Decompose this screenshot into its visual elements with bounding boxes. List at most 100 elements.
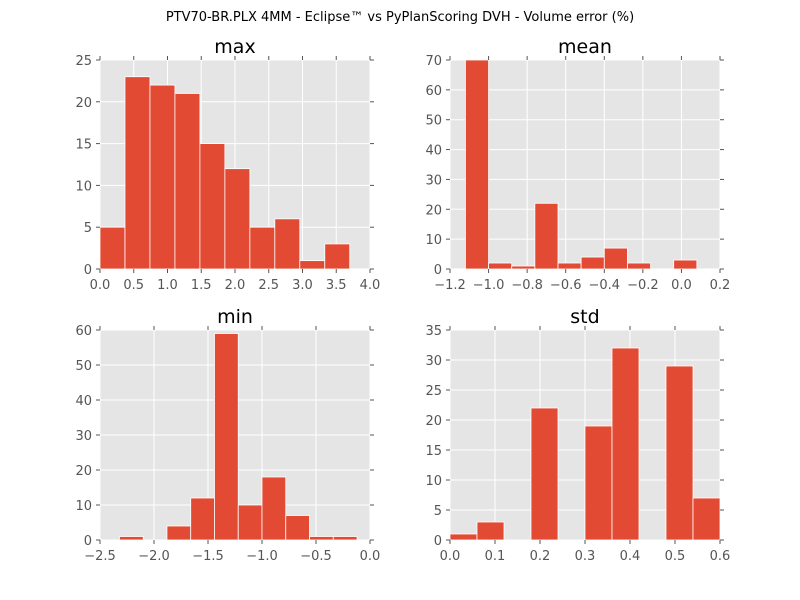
x-tick-label: 4.0 <box>360 278 381 293</box>
histogram-bar <box>237 504 263 541</box>
histogram-bar <box>309 536 334 541</box>
x-tick-label: −1.0 <box>246 549 278 564</box>
y-tick-label: 10 <box>425 474 442 489</box>
y-tick-label: 35 <box>425 324 442 339</box>
y-tick-label: 70 <box>425 54 442 69</box>
panel-title: std <box>570 306 599 328</box>
y-tick-label: 0 <box>434 263 442 278</box>
histogram-bar <box>627 262 651 270</box>
y-tick-label: 10 <box>75 499 92 514</box>
x-tick-label: 0.0 <box>671 278 692 293</box>
x-tick-label: 0.0 <box>440 549 461 564</box>
histogram-bar <box>285 515 310 541</box>
panel-title: mean <box>558 36 612 58</box>
histogram-bar <box>274 218 301 270</box>
x-tick-label: 0.4 <box>620 549 641 564</box>
histogram-bar <box>261 476 287 541</box>
histogram-bar <box>449 533 478 541</box>
y-tick-label: 25 <box>425 384 442 399</box>
y-tick-label: 50 <box>75 359 92 374</box>
histogram-bar <box>166 525 192 541</box>
histogram-bar <box>174 93 201 270</box>
y-tick-label: 30 <box>425 354 442 369</box>
histogram-bar <box>580 256 605 270</box>
x-tick-label: 0.0 <box>90 278 111 293</box>
y-tick-label: 30 <box>425 173 442 188</box>
histogram-bar <box>530 407 559 541</box>
x-tick-label: 0.5 <box>665 549 686 564</box>
y-tick-label: 5 <box>84 221 92 236</box>
y-tick-label: 20 <box>75 464 92 479</box>
x-tick-label: −2.5 <box>84 549 116 564</box>
histogram-bar <box>673 259 698 270</box>
histogram-bar <box>332 536 358 541</box>
y-tick-label: 20 <box>425 414 442 429</box>
x-tick-label: 0.6 <box>710 549 731 564</box>
y-tick-label: 0 <box>84 263 92 278</box>
plot-area <box>450 60 720 269</box>
panel-mean: −1.2 −1.0 −0.8 −0.6 −0.4 −0.2 0.0 0.2 0 10 20 30 40 5… <box>425 36 730 293</box>
y-tick-label: 10 <box>75 179 92 194</box>
x-tick-label: 2.5 <box>258 278 279 293</box>
y-tick-label: 20 <box>75 96 92 111</box>
x-tick-label: 1.5 <box>191 278 212 293</box>
x-tick-label: −0.8 <box>511 278 543 293</box>
y-tick-label: 25 <box>75 54 92 69</box>
y-tick-label: 20 <box>425 203 442 218</box>
histogram-bar <box>557 262 582 270</box>
y-tick-label: 15 <box>425 444 442 459</box>
histogram-bar <box>584 425 613 541</box>
x-tick-label: 0.2 <box>710 278 731 293</box>
histogram-bar <box>124 76 151 270</box>
histogram-bar <box>476 521 505 541</box>
x-tick-label: 0.1 <box>485 549 506 564</box>
x-tick-label: −0.6 <box>550 278 582 293</box>
y-tick-label: 15 <box>75 138 92 153</box>
x-tick-label: 0.0 <box>360 549 381 564</box>
histogram-bar <box>465 59 489 270</box>
y-tick-label: 0 <box>434 534 442 549</box>
x-tick-label: 0.2 <box>530 549 551 564</box>
histogram-bar <box>665 365 694 541</box>
figure-title: PTV70-BR.PLX 4MM - Eclipse™ vs PyPlanSco… <box>165 10 635 25</box>
x-tick-label: −0.5 <box>300 549 332 564</box>
y-tick-label: 60 <box>75 324 92 339</box>
x-tick-label: 2.0 <box>225 278 246 293</box>
x-tick-label: 1.0 <box>157 278 178 293</box>
histogram-bar <box>224 168 251 270</box>
y-tick-label: 50 <box>425 114 442 129</box>
x-tick-label: −2.0 <box>138 549 170 564</box>
histogram-bar <box>299 260 326 270</box>
histogram-bar <box>488 262 513 270</box>
panel-title: max <box>214 36 255 58</box>
panel-title: min <box>217 306 253 328</box>
histogram-bar <box>99 226 126 270</box>
histogram-bar <box>511 265 536 270</box>
y-tick-label: 0 <box>84 534 92 549</box>
x-tick-label: −1.2 <box>434 278 466 293</box>
x-tick-label: −0.4 <box>588 278 620 293</box>
histogram-bar <box>249 226 276 270</box>
y-tick-label: 40 <box>425 144 442 159</box>
x-tick-label: −0.2 <box>627 278 659 293</box>
panel-min: −2.5 −2.0 −1.5 −1.0 −0.5 0.0 0 10 20 30 40 50 60 min <box>75 306 380 564</box>
y-tick-label: 40 <box>75 394 92 409</box>
x-tick-label: 0.3 <box>575 549 596 564</box>
y-tick-label: 30 <box>75 429 92 444</box>
x-tick-label: 3.0 <box>292 278 313 293</box>
histogram-bar <box>534 202 559 270</box>
histogram-bar <box>149 84 176 270</box>
y-tick-label: 5 <box>434 504 442 519</box>
histogram-bar <box>214 333 239 541</box>
histogram-bar <box>324 243 351 270</box>
panel-max: 0.0 0.5 1.0 1.5 2.0 2.5 3.0 3.5 4.0 0 5 10 15 20 25 max <box>75 36 380 293</box>
histogram-bar <box>199 143 226 270</box>
x-tick-label: −1.0 <box>473 278 505 293</box>
y-tick-label: 10 <box>425 233 442 248</box>
panel-std: 0.0 0.1 0.2 0.3 0.4 0.5 0.6 0 5 10 15 20 25 30 35 std <box>425 306 730 564</box>
histogram-bar <box>692 497 721 541</box>
x-tick-label: 3.5 <box>326 278 347 293</box>
histogram-bar <box>190 497 215 541</box>
histogram-bar <box>611 347 640 541</box>
